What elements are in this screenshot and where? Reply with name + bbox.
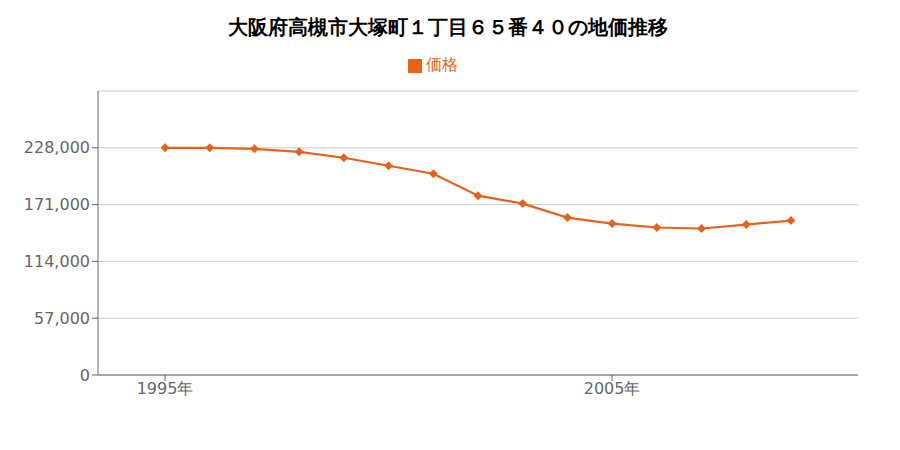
- svg-text:114,000: 114,000: [24, 252, 90, 271]
- html-text:大阪府高槻市大塚町１丁目６５番４０の地価推移: 大阪府高槻市大塚町１丁目６５番４０の地価推移: [228, 15, 668, 39]
- svg-text:1995年: 1995年: [137, 379, 194, 398]
- svg-text:228,000: 228,000: [24, 138, 90, 157]
- svg-text:57,000: 57,000: [34, 309, 90, 328]
- svg-text:0: 0: [80, 366, 90, 385]
- svg-text:2005年: 2005年: [584, 379, 641, 398]
- svg-text:171,000: 171,000: [24, 195, 90, 214]
- html-text:価格: 価格: [426, 55, 458, 74]
